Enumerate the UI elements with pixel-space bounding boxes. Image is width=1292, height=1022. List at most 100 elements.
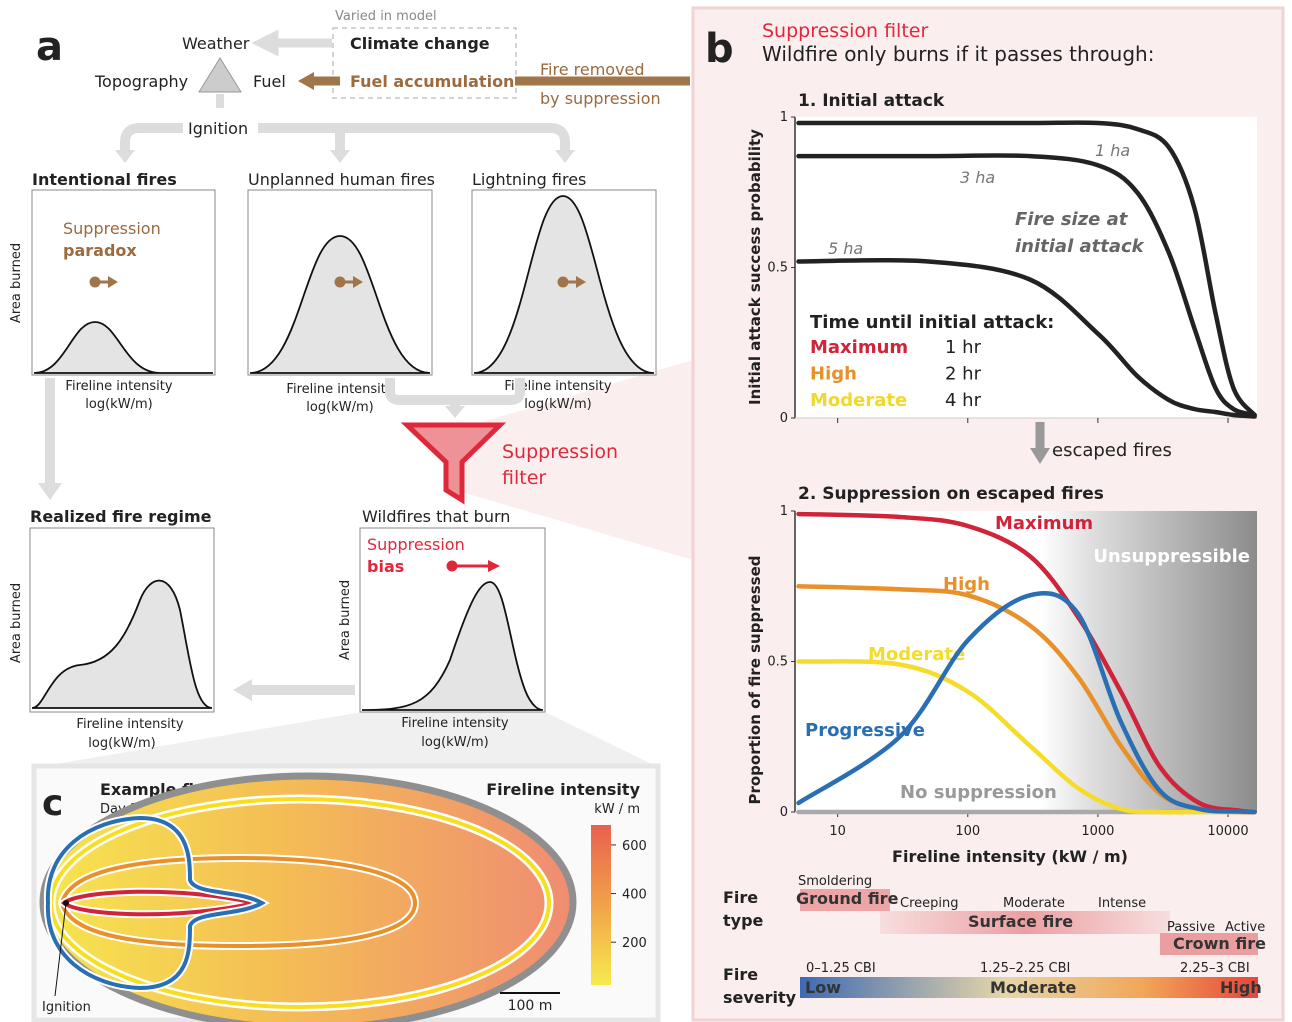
series-label: 1 ha xyxy=(1095,141,1130,160)
arrows xyxy=(385,378,525,408)
series-label: Maximum xyxy=(995,513,1093,534)
zone-label: Unsuppressible xyxy=(1093,546,1250,567)
arrowhead xyxy=(1030,448,1050,464)
x-label: log(kW/m) xyxy=(85,397,152,412)
y-tick-label: 0.5 xyxy=(767,261,788,276)
shift-arrows xyxy=(89,276,586,288)
x-label: Fireline intensity xyxy=(504,379,611,394)
series-line xyxy=(796,120,1257,418)
range-label: 0–1.25 CBI xyxy=(806,961,876,976)
range-label: 1.25–2.25 CBI xyxy=(980,961,1070,976)
dist-curve xyxy=(31,579,213,709)
node: Climate change xyxy=(350,34,490,53)
sub-label: Intense xyxy=(1098,896,1146,911)
class-label: Crown fire xyxy=(1173,934,1266,953)
x-label: Fireline intensity (kW / m) xyxy=(892,847,1128,866)
legend-value: 1 hr xyxy=(945,337,982,358)
y-tick-label: 1 xyxy=(780,504,788,519)
series-line xyxy=(796,591,1257,815)
contour xyxy=(59,855,418,949)
x-label: Fireline intensity xyxy=(286,382,393,397)
series-label: No suppression xyxy=(900,782,1057,803)
panel-label: a xyxy=(36,24,63,70)
legend-label: Moderate xyxy=(810,390,907,411)
series-label: Moderate xyxy=(868,644,965,665)
fire-severity: Fire severity 0–1.25 CBI 1.25–2.25 CBI 2… xyxy=(723,961,1262,1007)
legend-label: High xyxy=(810,364,857,385)
annotation: Fire size at xyxy=(1015,209,1129,230)
note: Varied in model xyxy=(335,9,437,24)
class-bar xyxy=(1160,933,1258,955)
distributions: Intentional fires Unplanned human fires … xyxy=(9,170,657,415)
annotation: Suppression xyxy=(367,535,465,554)
annotation: paradox xyxy=(63,241,137,260)
x-label: log(kW/m) xyxy=(306,400,373,415)
note: by suppression xyxy=(540,89,661,108)
ignition-label: Ignition xyxy=(42,1000,91,1015)
y-label: Proportion of fire suppressed xyxy=(746,555,764,804)
class-label: Ground fire xyxy=(796,889,899,908)
node: Topography xyxy=(94,72,188,91)
dist-title: Unplanned human fires xyxy=(248,170,435,189)
x-label: Fireline intensity xyxy=(76,717,183,732)
triangle xyxy=(198,57,242,93)
y-label: Initial attack success probability xyxy=(746,129,764,405)
box xyxy=(332,27,517,99)
plot-area xyxy=(795,117,1257,418)
row-label: Fire xyxy=(723,965,758,984)
colorbar-tick-label: 200 xyxy=(622,936,647,951)
dist-title: Intentional fires xyxy=(32,170,177,189)
dist-curve xyxy=(361,581,544,711)
x-tick-label: 10000 xyxy=(1207,824,1248,839)
note: Fire removed xyxy=(540,60,645,79)
leader xyxy=(54,902,67,997)
x-tick-label: 1000 xyxy=(1081,824,1114,839)
row-label: type xyxy=(723,911,764,930)
class-label: High xyxy=(1220,978,1262,997)
severity-bar xyxy=(800,977,1258,998)
arrows xyxy=(120,123,570,152)
shift-arrow xyxy=(446,560,500,572)
note: escaped fires xyxy=(1052,440,1172,461)
arrowhead xyxy=(445,406,465,418)
y-label: Area burned xyxy=(338,580,353,660)
y-label: Area burned xyxy=(9,243,24,323)
dist-curve xyxy=(33,321,213,374)
y-tick-label: 0.5 xyxy=(767,655,788,670)
series-label: High xyxy=(943,574,990,595)
title: Suppression filter xyxy=(762,20,928,42)
row-label: severity xyxy=(723,988,797,1007)
dist-box xyxy=(31,189,216,376)
sub-label: Active xyxy=(1225,920,1265,935)
sub-label: Creeping xyxy=(900,896,959,911)
colorbar-tick-label: 600 xyxy=(622,839,647,854)
subtitle: Wildfire only burns if it passes through… xyxy=(762,42,1154,66)
class-bar xyxy=(800,889,890,911)
colorbar-tick-label: 400 xyxy=(622,888,647,903)
arrowhead xyxy=(555,150,575,163)
dist-title: Wildfires that burn xyxy=(362,507,510,526)
dist-curve xyxy=(249,235,431,374)
y-tick-label: 0 xyxy=(780,411,788,426)
class-label: Surface fire xyxy=(968,912,1073,931)
class-bar xyxy=(880,911,1170,934)
x-label: log(kW/m) xyxy=(421,735,488,750)
legend-title: Time until initial attack: xyxy=(810,312,1054,333)
connector xyxy=(32,712,660,768)
x-tick-label: 100 xyxy=(955,824,980,839)
filter-label: filter xyxy=(502,467,546,489)
x-label: log(kW/m) xyxy=(88,736,155,751)
filter-icon xyxy=(400,422,507,505)
sub-label: Smoldering xyxy=(798,874,872,889)
legend-value: 4 hr xyxy=(945,390,982,411)
annotation: Suppression xyxy=(63,219,161,238)
contour xyxy=(45,815,266,991)
node: Weather xyxy=(182,34,250,53)
panel-label: b xyxy=(705,26,734,72)
y-tick-label: 0 xyxy=(780,805,788,820)
x-label: Fireline intensity xyxy=(65,379,172,394)
node: Fuel xyxy=(253,72,286,91)
colorbar xyxy=(591,825,611,985)
dist-title: Lightning fires xyxy=(472,170,586,189)
fire-type: Fire type Smoldering Ground fire Creepin… xyxy=(723,874,1266,955)
